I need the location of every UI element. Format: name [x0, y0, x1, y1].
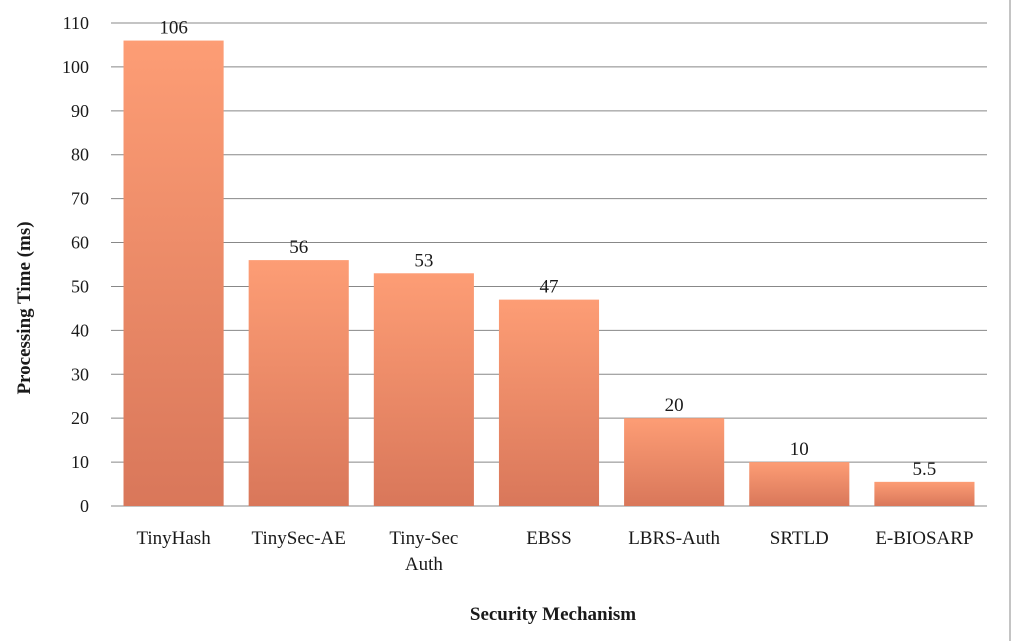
bar: [498, 299, 600, 506]
data-label: 10: [790, 439, 809, 460]
bar: [749, 462, 850, 506]
y-axis-title: Processing Time (ms): [14, 221, 35, 394]
y-tick-label: 20: [71, 408, 89, 428]
bars: [123, 40, 975, 507]
x-tick-label: SRTLD: [770, 528, 829, 549]
x-tick-label: EBSS: [526, 528, 571, 549]
y-tick-label: 90: [71, 101, 89, 121]
x-tick-label: E-BIOSARP: [875, 528, 973, 549]
x-tick-label-line: TinyHash: [136, 528, 211, 549]
x-tick-label-line: SRTLD: [770, 528, 829, 549]
data-label: 106: [159, 18, 188, 39]
y-tick-label: 60: [71, 233, 89, 253]
y-tick-label: 100: [62, 57, 89, 77]
x-tick-label-line: LBRS-Auth: [628, 528, 720, 549]
data-label: 53: [414, 250, 433, 271]
y-tick-label: 50: [71, 276, 89, 296]
y-tick-label: 30: [71, 364, 89, 384]
y-tick-label: 40: [71, 320, 89, 340]
bar: [123, 40, 224, 507]
x-tick-label: LBRS-Auth: [628, 528, 720, 549]
x-tick-label-line: EBSS: [526, 528, 571, 549]
data-label: 56: [289, 237, 308, 258]
x-tick-label-line: Auth: [405, 554, 444, 575]
y-tick-label: 10: [71, 452, 89, 472]
x-tick-label: TinyHash: [136, 528, 211, 549]
y-tick-label: 110: [63, 13, 89, 33]
y-tick-label: 70: [71, 189, 89, 209]
x-tick-label-line: Tiny-Sec: [389, 528, 458, 549]
x-tick-label-line: TinySec-AE: [252, 528, 346, 549]
bar: [373, 273, 474, 506]
data-label: 20: [665, 395, 684, 416]
data-label: 5.5: [913, 459, 937, 480]
labels: 0 10 20 30 40 50 60 70 80 90 100 110 106 TinyHash 56 Ti…: [62, 13, 974, 575]
x-axis-title: Security Mechanism: [470, 604, 636, 625]
data-label: 47: [540, 277, 559, 298]
bar: [874, 481, 975, 506]
y-tick-label: 0: [80, 496, 89, 516]
y-tick-label: 80: [71, 145, 89, 165]
x-tick-label: TinySec-AE: [252, 528, 346, 549]
x-tick-label: Tiny-Sec Auth: [389, 528, 458, 575]
bar: [624, 418, 725, 506]
x-tick-label-line: E-BIOSARP: [875, 528, 973, 549]
bar: [248, 260, 349, 506]
